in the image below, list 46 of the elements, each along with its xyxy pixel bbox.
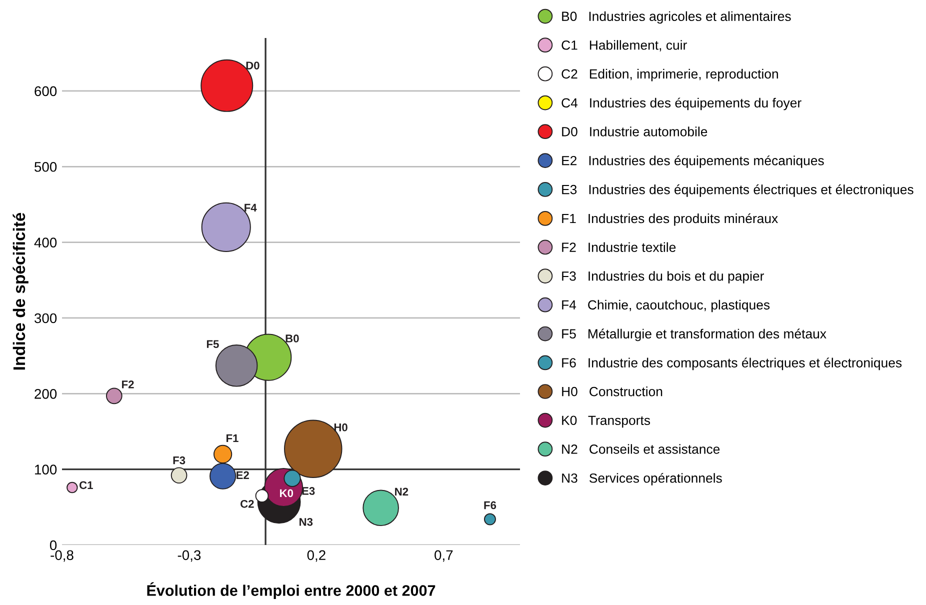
x-tick-label: -0,8	[50, 550, 74, 562]
annotation: F2	[122, 380, 134, 388]
y-tick-label: 200	[34, 388, 57, 399]
y-tick-label: 500	[34, 162, 57, 172]
annotation: N3	[300, 518, 313, 526]
x-tick-label: -0,3	[178, 550, 201, 562]
annotation: E2	[236, 471, 249, 480]
annotation: F6	[484, 501, 496, 510]
y-tick-label: 300	[34, 313, 57, 324]
annotation: F1	[226, 434, 238, 442]
legend-label: F3 Industries du bois et du papier	[562, 271, 764, 284]
annotation: F4	[244, 204, 257, 212]
legend-label: F1 Industries des produits minéraux	[562, 213, 778, 226]
legend-label: C1 Habillement, cuir	[562, 40, 687, 52]
annotation: F3	[173, 456, 186, 464]
legend-label: C4 Industries des équipements du foyer	[562, 98, 802, 110]
annotation: C2	[240, 500, 254, 508]
legend-label: F5 Métallurgie et transformation des métaux	[562, 328, 826, 342]
legend-label: N2 Conseils et assistance	[562, 444, 720, 454]
x-tick-label: 0,7	[434, 550, 453, 562]
legend-label: F4 Chimie, caoutchouc, plastiques	[562, 300, 770, 312]
annotation: B0	[286, 334, 299, 342]
annotation: H0	[334, 423, 348, 432]
legend-label: N3 Services opérationnels	[562, 472, 722, 486]
annotation: F5	[206, 340, 219, 348]
x-axis-title: Évolution de l’emploi entre 2000 et 2007	[147, 582, 436, 599]
annotation: E3	[302, 487, 315, 495]
annotation: C1	[80, 481, 93, 490]
annotation: D0	[246, 62, 260, 70]
annotation: N2	[395, 488, 408, 496]
legend-label: E3 Industries des équipements électriques et électroniques	[562, 184, 914, 197]
annotation: K0	[280, 489, 294, 498]
legend-label: B0 Industries agricoles et alimentaires	[562, 11, 791, 24]
legend-label: K0 Transports	[562, 416, 650, 428]
legend-label: E2 Industries des équipements mécaniques	[562, 155, 824, 168]
legend-label: D0 Industrie automobile	[562, 126, 708, 136]
legend-label: H0 Construction	[562, 386, 662, 396]
y-axis-title: Indice de spécificité	[12, 212, 28, 370]
legend-label: F2 Industrie textile	[562, 242, 676, 252]
y-tick-label: 0	[50, 540, 57, 550]
y-tick-label: 400	[34, 238, 57, 248]
x-tick-label: 0,2	[307, 550, 326, 562]
y-tick-label: 100	[35, 464, 57, 474]
legend-label: F6 Industrie des composants électriques et électroniques	[562, 358, 902, 370]
y-tick-label: 600	[34, 86, 57, 96]
legend-label: C2 Edition, imprimerie, reproduction	[562, 68, 778, 82]
